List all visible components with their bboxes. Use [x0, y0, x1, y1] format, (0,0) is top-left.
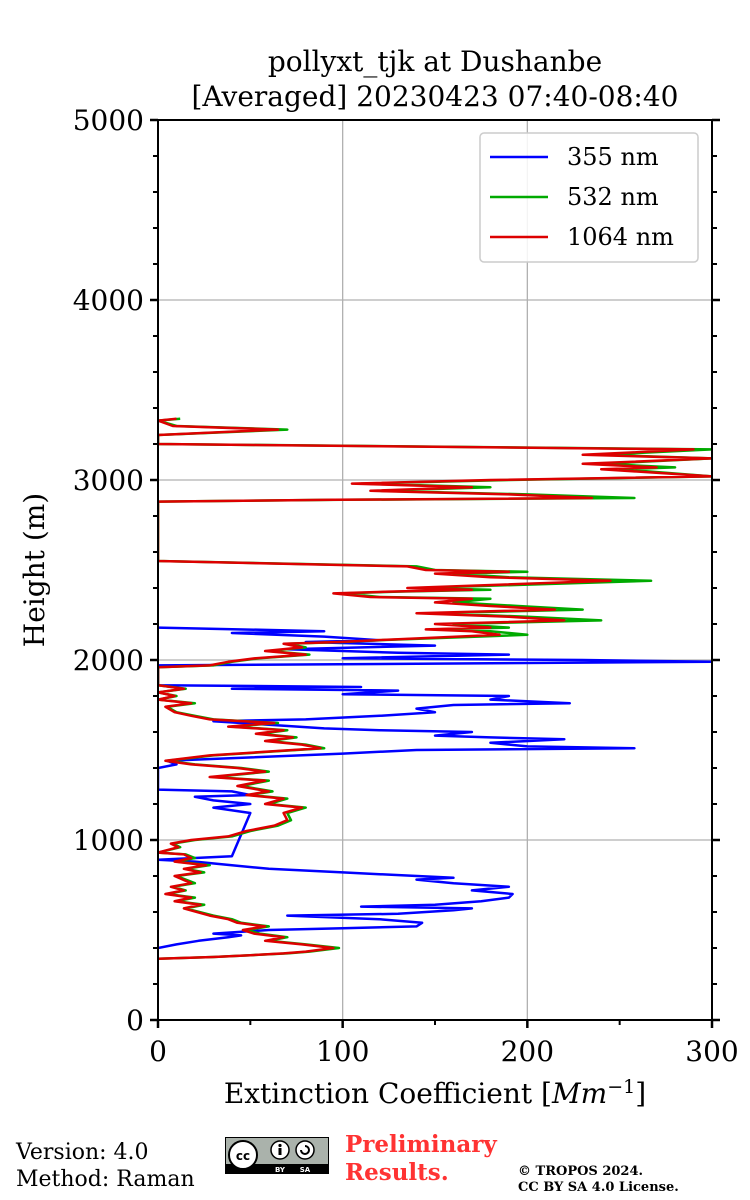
attribution-icon	[270, 1140, 290, 1160]
y-tick-label: 5000	[73, 104, 144, 137]
chart-subtitle: [Averaged] 20230423 07:40-08:40	[192, 80, 679, 113]
share-alike-icon	[295, 1140, 315, 1160]
preliminary-line2: Results.	[345, 1159, 449, 1186]
y-tick-label: 4000	[73, 284, 144, 317]
x-tick-label: 0	[149, 1035, 167, 1068]
copyright-line1: © TROPOS 2024.	[518, 1164, 644, 1179]
y-axis-label: Height (m)	[18, 493, 51, 647]
y-tick-label: 1000	[73, 824, 144, 857]
cc-license-badge: cc BY SA	[225, 1137, 329, 1174]
chart-title: pollyxt_tjk at Dushanbe	[268, 45, 602, 78]
x-tick-label: 200	[501, 1035, 554, 1068]
legend: 355 nm 532 nm 1064 nm	[479, 132, 699, 263]
version-label: Version: 4.0	[16, 1140, 149, 1165]
footer-info: Version: 4.0 Method: Raman	[16, 1139, 195, 1193]
legend-label: 1064 nm	[567, 223, 674, 251]
legend-label: 355 nm	[567, 143, 659, 171]
x-axis-label: Extinction Coefficient [Mm−1]	[224, 1076, 646, 1110]
legend-items: 355 nm 532 nm 1064 nm	[490, 143, 674, 251]
legend-box	[479, 132, 699, 263]
series-lines	[158, 417, 712, 961]
y-tick-label: 2000	[73, 644, 144, 677]
x-tick-label: 100	[316, 1035, 369, 1068]
series-line-1064-nm	[158, 417, 712, 961]
axis-ticks: 0 1000 2000 3000 4000 5000 0 100 200 300	[73, 104, 739, 1068]
cc-icon: cc	[228, 1140, 258, 1170]
badge-by-text: BY	[275, 1166, 286, 1174]
legend-label: 532 nm	[567, 183, 659, 211]
x-tick-label: 300	[685, 1035, 738, 1068]
method-label: Method: Raman	[16, 1167, 195, 1192]
copyright-notice: © TROPOS 2024. CC BY SA 4.0 License.	[518, 1164, 679, 1196]
preliminary-line1: Preliminary	[345, 1131, 497, 1158]
preliminary-notice: Preliminary Results.	[345, 1131, 497, 1187]
y-tick-label: 3000	[73, 464, 144, 497]
badge-sa-text: SA	[300, 1166, 311, 1174]
y-tick-label: 0	[126, 1004, 144, 1037]
svg-text:cc: cc	[236, 1149, 250, 1163]
copyright-line2: CC BY SA 4.0 License.	[518, 1180, 679, 1195]
